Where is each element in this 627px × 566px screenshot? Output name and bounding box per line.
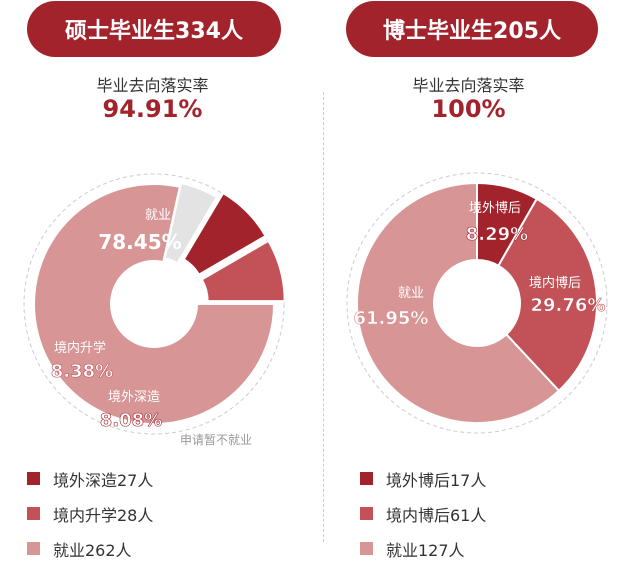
legend-swatch-medium [360,507,373,520]
master-label-employment-value: 78.45% [98,230,181,254]
phd-outer-dashed-ring [346,172,608,434]
phd-slice-employment [356,181,561,424]
legend-swatch-medium [27,507,40,520]
master-banner: 硕士毕业生334人 [27,1,281,57]
master-label-employment-name: 就业 [145,208,171,223]
legend-label: 境内升学28人 [53,505,154,525]
legend-label: 境外博后17人 [386,470,487,490]
legend-label: 就业262人 [53,540,132,560]
legend-swatch-dark [27,472,40,485]
master-label-overseas-name: 境外深造 [108,390,160,405]
master-rate: 94.91% [102,95,203,123]
legend-item-overseas-study: 境外深造27人 [27,461,153,496]
phd-panel: 博士毕业生205人 毕业去向落实率 100% 境外博后 8.29% 境内博后 2… [314,0,627,565]
phd-label-employment-value: 61.95% [354,308,429,329]
legend-swatch-light [27,542,40,555]
master-legend: 境外深造27人 境内升学28人 就业262人 [27,461,153,566]
panel-divider [323,92,324,542]
master-slice-domestic [200,239,286,303]
master-label-domestic-value: 8.38% [51,361,113,382]
phd-banner: 博士毕业生205人 [346,1,598,57]
phd-legend: 境外博后17人 境内博后61人 就业127人 [360,461,486,566]
legend-swatch-light [360,542,373,555]
phd-label-overseas-value: 8.29% [466,224,528,245]
phd-label-domestic-name: 境内博后 [529,275,581,291]
legend-label: 境外深造27人 [53,470,154,490]
master-slice-deferred [163,181,219,265]
legend-item-employment: 就业262人 [27,531,153,566]
phd-subtitle: 毕业去向落实率 [412,76,525,95]
master-donut-chart: 就业 78.45% 境内升学 8.38% 境外深造 8.08% 申请暂不就业 [23,173,286,447]
phd-rate: 100% [431,95,506,123]
legend-item-domestic-postdoc: 境内博后61人 [360,496,486,531]
phd-label-overseas-name: 境外博后 [469,201,521,216]
legend-item-domestic-study: 境内升学28人 [27,496,153,531]
phd-label-domestic-value: 29.76% [531,295,606,316]
legend-item-employment: 就业127人 [360,531,486,566]
legend-label: 就业127人 [386,540,465,560]
legend-label: 境内博后61人 [386,505,487,525]
master-panel: 硕士毕业生334人 毕业去向落实率 94.91% 就业 78.45% 境内升学 … [0,0,313,565]
master-slice-employment [33,183,276,425]
master-outer-dashed-ring [23,173,285,435]
legend-swatch-dark [360,472,373,485]
master-label-domestic-name: 境内升学 [54,340,106,356]
phd-label-employment-name: 就业 [398,286,424,301]
phd-slice-domestic [497,197,598,393]
phd-donut-chart: 境外博后 8.29% 境内博后 29.76% 就业 61.95% [346,172,608,434]
master-slice-overseas [182,191,267,277]
master-subtitle: 毕业去向落实率 [96,76,209,95]
legend-item-overseas-postdoc: 境外博后17人 [360,461,486,496]
master-label-overseas-value: 8.08% [100,410,162,431]
master-label-deferred-name: 申请暂不就业 [180,433,252,447]
